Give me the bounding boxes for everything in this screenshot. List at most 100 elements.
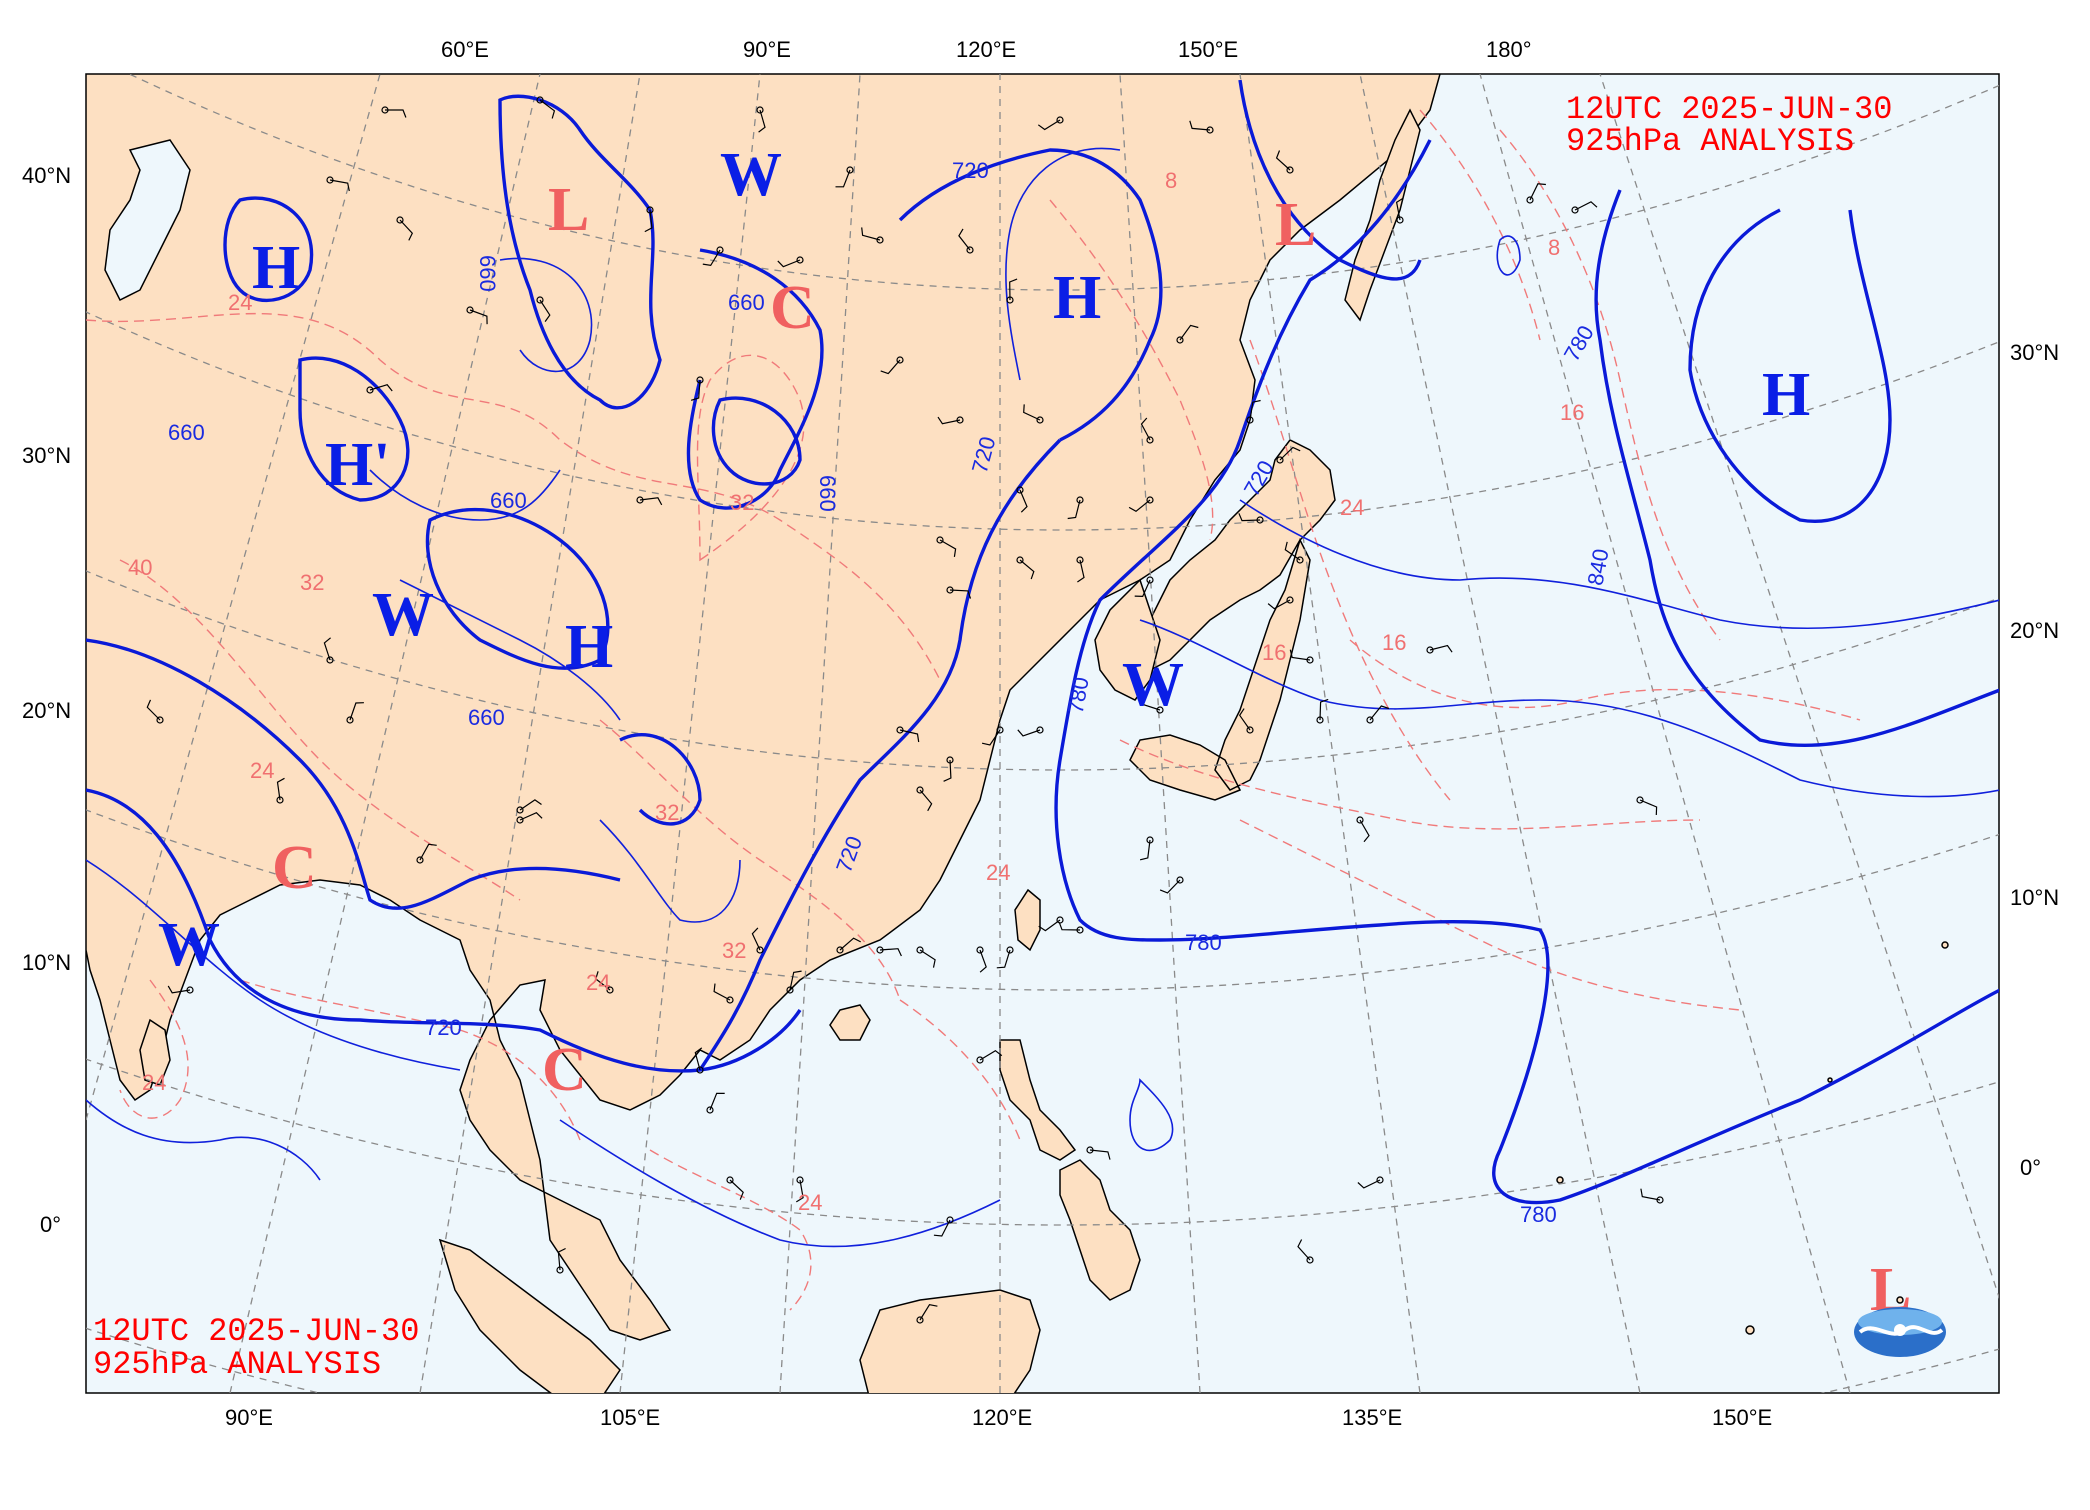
station-dot	[346, 716, 354, 724]
temperature-label: 32	[730, 490, 754, 515]
temperature-contours	[86, 109, 1861, 1311]
station-dot	[516, 806, 524, 814]
station-dot	[936, 536, 944, 544]
lat-tick: 10°N	[22, 950, 71, 975]
cwa-logo-icon	[1854, 1307, 1946, 1357]
land-asia	[86, 74, 1441, 1341]
station-plots	[146, 96, 1664, 1324]
wind-barb	[1009, 278, 1018, 301]
lon-tick: 90°E	[743, 37, 791, 62]
station-dot	[896, 356, 904, 364]
station-dot	[786, 986, 794, 994]
station-dot	[1426, 646, 1434, 654]
wind-barb	[539, 299, 551, 322]
lat-tick: 30°N	[2010, 340, 2059, 365]
wind-barb	[1128, 499, 1151, 513]
wind-barb	[949, 589, 972, 599]
station-dot	[1356, 816, 1364, 824]
station-dot	[1366, 716, 1374, 724]
wind-barb	[795, 1179, 804, 1203]
lon-tick: 150°E	[1178, 37, 1238, 62]
low-marker: L	[548, 176, 589, 244]
temperature-label: 32	[300, 570, 324, 595]
station-dot	[716, 246, 724, 254]
station-dot	[1076, 496, 1084, 504]
height-contours	[86, 79, 1999, 1248]
station-dot	[516, 816, 524, 824]
station-dot	[1246, 726, 1254, 734]
temperature-label: 24	[142, 1070, 166, 1095]
station-dot	[706, 1106, 714, 1114]
wind-barb	[979, 1049, 1003, 1061]
station-dot	[916, 1316, 924, 1324]
station-dot	[606, 986, 614, 994]
warm-marker: W	[720, 141, 782, 209]
station-dot	[1376, 1176, 1384, 1184]
station-dot	[1076, 556, 1084, 564]
wind-barb	[1289, 649, 1311, 661]
wind-barb	[1574, 201, 1598, 211]
temperature-label: 24	[586, 970, 610, 995]
wind-barb	[1279, 446, 1301, 461]
wind-barb	[276, 777, 285, 801]
wind-barb	[1640, 1188, 1661, 1201]
lon-tick: 120°E	[972, 1405, 1032, 1430]
station-dot	[1146, 576, 1154, 584]
caspian-sea	[104, 139, 191, 302]
wind-barb	[1077, 559, 1085, 583]
cold-marker: C	[272, 834, 317, 902]
lon-tick: 90°E	[225, 1405, 273, 1430]
wind-barb	[1067, 499, 1081, 520]
temperature-label: 16	[1382, 630, 1406, 655]
station-dot	[796, 256, 804, 264]
wind-barb	[1159, 879, 1181, 894]
high-marker: H	[252, 234, 300, 302]
high-marker: H	[1762, 361, 1810, 429]
wind-barb	[1019, 489, 1028, 513]
lat-tick: 30°N	[22, 443, 71, 468]
land-borneo	[859, 1289, 1041, 1393]
wind-barb	[469, 309, 488, 325]
height-label: 720	[425, 1015, 462, 1040]
wind-barb	[1139, 839, 1151, 861]
lat-tick: 20°N	[22, 698, 71, 723]
title-time-bottom: 12UTC 2025-JUN-30	[93, 1313, 419, 1350]
height-label: 660	[475, 255, 500, 292]
lon-tick: 105°E	[600, 1405, 660, 1430]
wind-barb	[557, 1247, 566, 1271]
lat-tick: 10°N	[2010, 885, 2059, 910]
pressure-systems: H H H' H H W W W W L L L C C C	[158, 141, 1911, 1324]
wind-barb	[369, 384, 393, 392]
temperature-label: 24	[1340, 495, 1364, 520]
station-dot	[1056, 116, 1064, 124]
wind-barb	[539, 99, 556, 119]
station-dot	[1176, 336, 1184, 344]
height-label: 780	[1520, 1202, 1557, 1227]
station-dot	[846, 166, 854, 174]
wind-barb	[1267, 599, 1291, 610]
wind-barb	[839, 937, 861, 951]
wind-barb	[1297, 1239, 1311, 1261]
lon-tick: 150°E	[1712, 1405, 1772, 1430]
temperature-label: 16	[1560, 400, 1584, 425]
station-dot	[946, 1216, 954, 1224]
station-dot	[696, 1066, 704, 1074]
station-dot	[1636, 796, 1644, 804]
wind-barb	[1038, 919, 1061, 932]
wind-barb	[943, 759, 952, 782]
wind-barb	[1639, 799, 1658, 816]
wind-barb	[519, 811, 543, 821]
station-dot	[1016, 556, 1024, 564]
wind-barb	[323, 637, 331, 661]
station-dot	[1146, 496, 1154, 504]
temperature-label: 32	[722, 938, 746, 963]
wind-barb	[919, 1304, 938, 1321]
station-dot	[1286, 596, 1294, 604]
temperature-label: 24	[228, 290, 252, 315]
lat-tick: 20°N	[2010, 618, 2059, 643]
axis-right: 30°N 20°N 10°N 0°	[2010, 340, 2059, 1180]
cold-marker: C	[542, 1036, 587, 1104]
lon-tick: 60°E	[441, 37, 489, 62]
station-dot	[1146, 436, 1154, 444]
wind-barb	[919, 789, 933, 812]
